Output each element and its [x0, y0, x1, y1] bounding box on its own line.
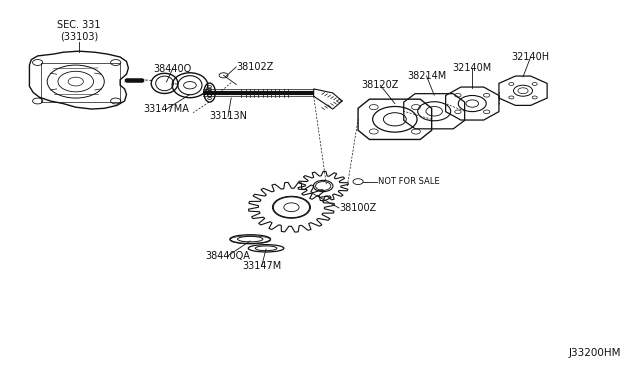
Text: 32140M: 32140M: [452, 63, 492, 73]
Text: 33147M: 33147M: [242, 261, 281, 271]
Text: 32140H: 32140H: [511, 52, 550, 62]
Text: J33200HM: J33200HM: [569, 348, 621, 358]
Text: 38214M: 38214M: [407, 71, 446, 81]
Text: NOT FOR SALE: NOT FOR SALE: [378, 177, 440, 186]
Text: SEC. 331
(33103): SEC. 331 (33103): [57, 20, 100, 41]
Text: 38100Z: 38100Z: [339, 203, 376, 213]
Text: 33113N: 33113N: [209, 111, 247, 121]
Text: 38440QA: 38440QA: [205, 251, 250, 261]
Text: 38102Z: 38102Z: [236, 62, 274, 72]
Text: 38120Z: 38120Z: [362, 80, 399, 90]
Text: 38440Q: 38440Q: [154, 64, 192, 74]
Text: 33147MA: 33147MA: [143, 104, 189, 114]
